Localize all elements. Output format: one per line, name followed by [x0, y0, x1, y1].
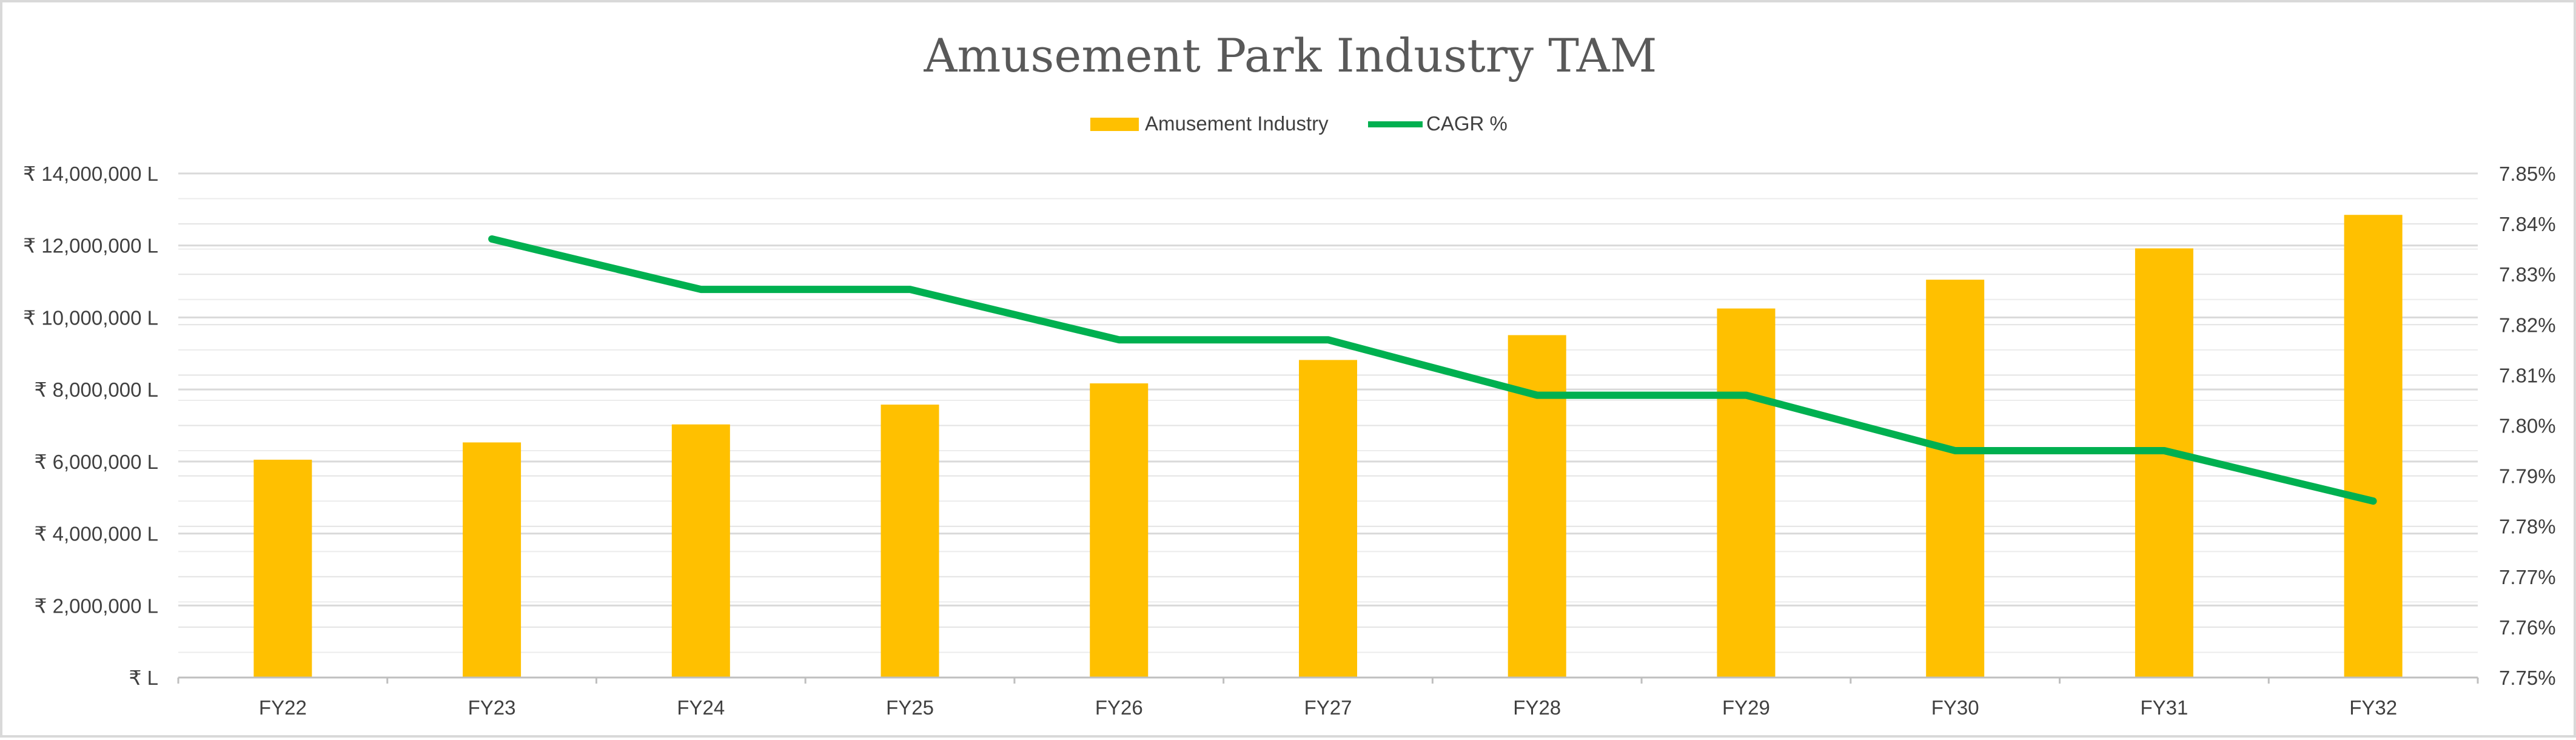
legend-swatch-amusement-industry: [1090, 118, 1139, 131]
left-tick-label: ₹ L: [129, 667, 158, 689]
chart-title: Amusement Park Industry TAM: [924, 29, 1657, 82]
right-tick-label: 7.82%: [2499, 314, 2556, 336]
right-tick-label: 7.78%: [2499, 516, 2556, 538]
x-tick-label-fy27: FY27: [1304, 696, 1352, 719]
x-tick-label-fy24: FY24: [677, 696, 725, 719]
right-axis-tick-labels: 7.75% 7.76% 7.77% 7.78% 7.79% 7.80% 7.81% 7.82%…: [2499, 163, 2556, 689]
bar-series: [253, 215, 2403, 678]
axes: [177, 676, 2479, 684]
right-tick-label: 7.83%: [2499, 263, 2556, 286]
right-tick-label: 7.79%: [2499, 465, 2556, 488]
bar-fy29: [1717, 308, 1776, 678]
right-tick-label: 7.85%: [2499, 163, 2556, 185]
bar-fy24: [671, 424, 730, 678]
cagr-line: [488, 235, 2377, 505]
bar-fy22: [253, 459, 312, 678]
left-tick-label: ₹ 2,000,000 L: [35, 594, 159, 617]
legend-label-amusement-industry: Amusement Industry: [1145, 112, 1329, 135]
right-tick-label: 7.75%: [2499, 667, 2556, 689]
legend: Amusement Industry CAGR %: [1090, 112, 1508, 135]
line-series: [488, 235, 2377, 505]
x-tick-label-fy22: FY22: [259, 696, 307, 719]
x-axis-tick-labels: FY22 FY23 FY24 FY25 FY26 FY27 FY28 FY29 FY30 FY31…: [259, 696, 2397, 719]
left-tick-label: ₹ 8,000,000 L: [35, 378, 159, 401]
x-tick-label-fy23: FY23: [468, 696, 516, 719]
right-tick-label: 7.77%: [2499, 566, 2556, 588]
right-tick-label: 7.81%: [2499, 364, 2556, 386]
left-tick-label: ₹ 12,000,000 L: [23, 235, 158, 257]
legend-label-cagr: CAGR %: [1426, 112, 1508, 135]
x-tick-label-fy29: FY29: [1722, 696, 1770, 719]
x-tick-label-fy30: FY30: [1931, 696, 1979, 719]
bar-fy32: [2344, 215, 2403, 678]
bar-fy31: [2135, 248, 2193, 678]
left-tick-label: ₹ 14,000,000 L: [23, 163, 158, 185]
right-tick-label: 7.84%: [2499, 213, 2556, 235]
left-axis-tick-labels: ₹ L ₹ 2,000,000 L ₹ 4,000,000 L ₹ 6,000,000…: [23, 163, 158, 689]
x-tick-label-fy25: FY25: [886, 696, 934, 719]
x-tick-label-fy32: FY32: [2349, 696, 2397, 719]
x-tick-label-fy26: FY26: [1095, 696, 1143, 719]
left-tick-label: ₹ 4,000,000 L: [35, 523, 159, 545]
bar-fy23: [463, 442, 522, 678]
left-tick-label: ₹ 10,000,000 L: [23, 306, 158, 329]
bar-fy30: [1926, 280, 1985, 678]
left-tick-label: ₹ 6,000,000 L: [35, 451, 159, 473]
x-tick-label-fy31: FY31: [2140, 696, 2188, 719]
right-tick-label: 7.76%: [2499, 616, 2556, 639]
bar-fy26: [1090, 383, 1149, 678]
x-tick-label-fy28: FY28: [1513, 696, 1561, 719]
right-tick-label: 7.80%: [2499, 415, 2556, 437]
bar-fy27: [1299, 360, 1357, 678]
bar-fy25: [880, 405, 939, 678]
